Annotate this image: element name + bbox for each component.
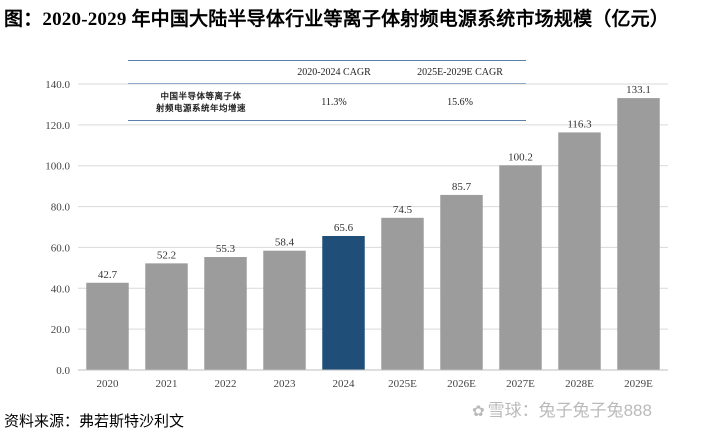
cagr-table-header-empty [128,60,274,84]
bar-2026E [440,194,483,370]
cagr-column-2025e-2029e: 2025E-2029E CAGR [394,60,526,84]
x-tick-label-2026E: 2026E [447,378,476,390]
cagr-value-2025e-2029e: 15.6% [394,83,526,121]
data-label-2025E: 74.5 [393,204,413,216]
bar-2028E [558,132,601,370]
cagr-table-header-row: 2020-2024 CAGR 2025E-2029E CAGR [128,60,526,84]
y-tick-label: 20.0 [51,324,71,336]
data-labels: 42.7 52.2 55.3 58.4 65.6 74.5 85.7 100.2 116.3 13… [98,84,651,281]
x-axis-ticks: 2020 2021 2022 2023 2024 2025E 2026E 2027E 2028E… [97,378,654,390]
chart-svg: 0.0 20.0 40.0 60.0 80.0 100.0 120.0 140.0 42.7 5… [45,79,668,390]
cagr-row-label: 中国半导体等离子体 射频电源系统年均增速 [128,83,274,121]
y-tick-label: 120.0 [45,120,70,132]
data-label-2023: 58.4 [275,237,295,249]
data-label-2022: 55.3 [216,243,236,255]
y-tick-label: 0.0 [56,365,70,377]
cagr-row-label-line-2: 射频电源系统年均增速 [155,103,246,113]
chart-title: 图：2020-2029 年中国大陆半导体行业等离子体射频电源系统市场规模（亿元） [4,9,670,30]
x-tick-label-2020: 2020 [97,378,120,390]
bar-2020 [86,282,129,370]
x-tick-label-2021: 2021 [156,378,178,390]
bar-2021 [145,263,188,370]
watermark-text: 雪球：兔子兔子兔888 [487,401,652,420]
x-tick-label-2027E: 2027E [506,378,535,390]
data-label-2027E: 100.2 [508,151,533,163]
data-label-2029E: 133.1 [626,84,651,96]
y-tick-label: 40.0 [51,283,71,295]
x-tick-label-2029E: 2029E [624,378,653,390]
bar-2024 [322,235,365,370]
cagr-column-2020-2024: 2020-2024 CAGR [274,60,394,84]
bar-2029E [617,98,660,371]
bar-2022 [204,257,247,370]
data-label-2026E: 85.7 [452,181,472,193]
data-label-2020: 42.7 [98,269,118,281]
cagr-table: 2020-2024 CAGR 2025E-2029E CAGR 中国半导体等离子… [128,60,526,121]
data-label-2028E: 116.3 [567,118,592,130]
x-tick-label-2024: 2024 [333,378,356,390]
data-label-2024: 65.6 [334,222,354,234]
y-tick-label: 80.0 [51,202,71,214]
cagr-row-label-line-1: 中国半导体等离子体 [160,91,242,101]
y-tick-label: 100.0 [45,161,70,173]
cagr-value-2020-2024: 11.3% [274,83,394,121]
y-tick-label: 60.0 [51,242,71,254]
x-tick-label-2028E: 2028E [565,378,594,390]
cagr-table-row: 中国半导体等离子体 射频电源系统年均增速 11.3% 15.6% [128,83,526,121]
y-tick-label: 140.0 [45,79,70,91]
bars [86,98,660,371]
data-label-2021: 52.2 [157,249,176,261]
bar-2025E [381,217,424,370]
bar-chart: 0.0 20.0 40.0 60.0 80.0 100.0 120.0 140.0 42.7 5… [0,40,718,400]
x-tick-label-2025E: 2025E [388,378,417,390]
x-tick-label-2022: 2022 [215,378,237,390]
source-note: 资料来源：弗若斯特沙利文 [4,414,185,430]
x-tick-label-2023: 2023 [274,378,297,390]
bar-2027E [499,165,542,370]
watermark: ✿ 雪球：兔子兔子兔888 [472,396,652,421]
y-axis-ticks: 0.0 20.0 40.0 60.0 80.0 100.0 120.0 140.0 [45,79,70,377]
bar-2023 [263,250,306,370]
snowball-logo-icon: ✿ [472,403,485,420]
